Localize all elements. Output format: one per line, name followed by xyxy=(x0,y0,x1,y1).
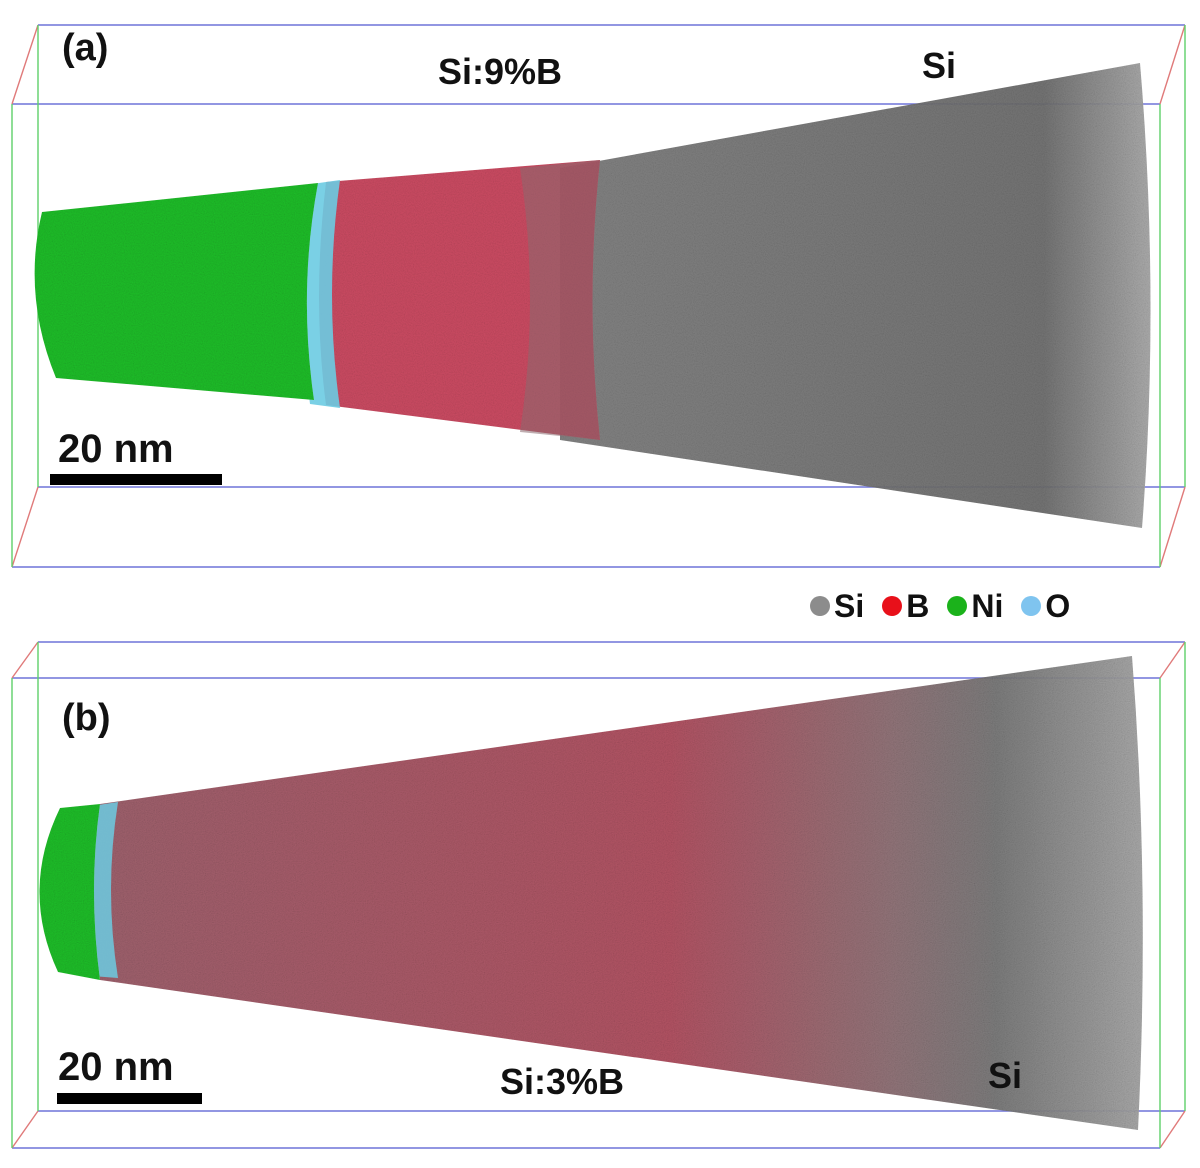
legend-item-o: O xyxy=(1021,588,1070,625)
si-b-transition xyxy=(520,160,600,440)
scale-bar-label: 20 nm xyxy=(58,1045,174,1089)
nickel-cap xyxy=(39,804,100,980)
panel-label: (b) xyxy=(62,697,111,739)
panel-label: (a) xyxy=(62,27,108,69)
b-dot-icon xyxy=(882,596,903,616)
panel-a-reconstruction: 20 nm (a) Si:9%B Si xyxy=(11,24,1186,568)
region-label-doped: Si:3%B xyxy=(500,1061,624,1102)
legend-label: B xyxy=(906,587,930,624)
ni-dot-icon xyxy=(947,596,968,616)
panel-b-reconstruction: 20 nm (b) Si:3%B Si xyxy=(11,641,1186,1149)
region-label-undoped: Si xyxy=(922,45,956,86)
tip-body xyxy=(94,656,1143,1130)
oxide-interface xyxy=(303,180,340,408)
bounding-box xyxy=(11,24,1186,568)
species-legend: Si B Ni O xyxy=(810,586,1170,626)
o-dot-icon xyxy=(1021,596,1042,616)
panel-b: 20 nm (b) Si:3%B Si xyxy=(0,628,1200,1168)
legend-item-si: Si xyxy=(810,588,864,625)
region-label-doped: Si:9%B xyxy=(438,51,562,92)
legend-item-ni: Ni xyxy=(947,588,1003,625)
nickel-cap xyxy=(34,183,319,400)
panel-a: 20 nm (a) Si:9%B Si xyxy=(11,24,1186,568)
si-region xyxy=(560,63,1151,528)
legend-item-b: B xyxy=(882,588,929,625)
legend-label: Ni xyxy=(971,587,1004,624)
region-label-undoped: Si xyxy=(988,1055,1022,1096)
scale-bar-label: 20 nm xyxy=(58,427,174,471)
legend-label: Si xyxy=(834,587,865,624)
legend-label: O xyxy=(1045,587,1071,624)
bounding-box xyxy=(11,641,1186,1149)
si-dot-icon xyxy=(810,596,830,616)
scale-bar xyxy=(50,474,222,485)
scale-bar xyxy=(57,1093,202,1104)
